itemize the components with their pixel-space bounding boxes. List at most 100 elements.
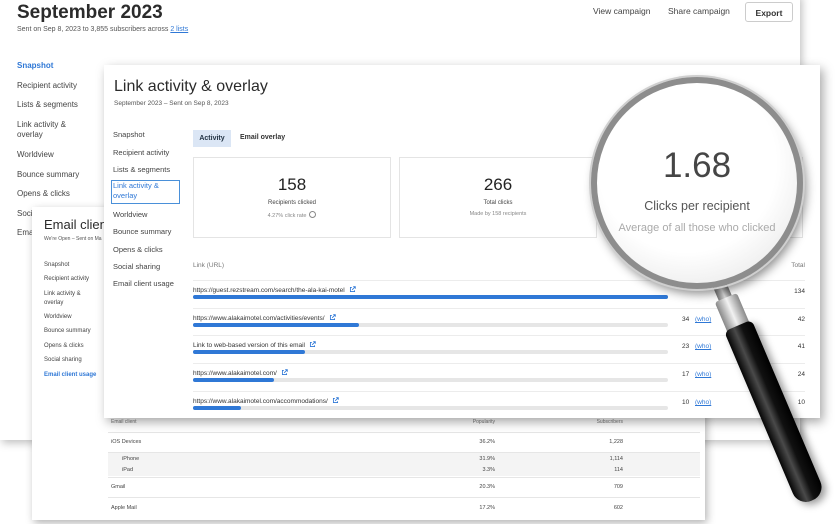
- nav-item[interactable]: Opens & clicks: [17, 189, 70, 198]
- total-clicks: 41: [797, 343, 805, 350]
- nav-item[interactable]: Worldview: [17, 150, 54, 159]
- action-link[interactable]: View campaign: [593, 6, 651, 16]
- bar-fill: [193, 378, 274, 382]
- link-url[interactable]: https://guest.rezstream.com/search/the-a…: [193, 286, 356, 294]
- nav-item[interactable]: Recipient activity: [44, 276, 90, 282]
- stat-value: 1.68: [662, 146, 732, 185]
- bar-track: [193, 350, 668, 354]
- nav-item[interactable]: Opens & clicks: [113, 245, 163, 254]
- bar-fill: [193, 295, 668, 299]
- table-cell: Apple Mail: [111, 505, 137, 511]
- table-cell: 709: [613, 484, 623, 490]
- row-separator: [108, 452, 700, 453]
- stat-value: 266: [483, 175, 513, 194]
- table-cell: 1,228: [609, 439, 623, 445]
- tab-active[interactable]: Activity: [193, 130, 231, 147]
- external-link-icon: [309, 341, 316, 348]
- external-link-icon: [349, 286, 356, 293]
- nav-item[interactable]: Recipient activity: [113, 148, 170, 157]
- nav-item[interactable]: Social sharing: [113, 262, 161, 271]
- unique-clicks: 10: [682, 399, 690, 406]
- who-link[interactable]: (who): [695, 343, 712, 350]
- nav-item[interactable]: Email client usage: [44, 372, 97, 378]
- stat-card: [399, 157, 597, 238]
- bar-track: [193, 295, 668, 299]
- nav-item[interactable]: Recipient activity: [17, 80, 78, 90]
- table-cell: iOS Devices: [111, 439, 142, 445]
- table-cell: iPhone: [122, 456, 140, 462]
- who-link[interactable]: (who): [695, 371, 712, 378]
- row-separator: [108, 432, 700, 433]
- nav-item[interactable]: Link activity & overlay: [113, 181, 159, 200]
- total-clicks: 134: [794, 288, 805, 295]
- who-link[interactable]: (who): [695, 399, 712, 406]
- external-link-icon: [332, 397, 339, 404]
- link-url[interactable]: https://www.alakaimotel.com/activities/e…: [193, 314, 336, 322]
- nav-item[interactable]: Email client usage: [113, 279, 174, 288]
- nav-item[interactable]: Link activity & overlay: [17, 119, 66, 139]
- nav-item[interactable]: Lists & segments: [17, 100, 78, 109]
- nav-item[interactable]: Worldview: [44, 314, 72, 320]
- total-clicks: 10: [797, 399, 805, 406]
- row-separator: [193, 363, 805, 364]
- nav-item[interactable]: Snapshot: [44, 262, 70, 268]
- row-separator: [193, 280, 805, 281]
- stat-value: 158: [277, 175, 307, 194]
- nav-item[interactable]: Snapshot: [17, 61, 54, 70]
- nav-item[interactable]: Bounce summary: [113, 227, 172, 236]
- total-clicks: 24: [797, 371, 805, 378]
- link-url[interactable]: https://www.alakaimotel.com/: [193, 369, 288, 377]
- bar-fill: [193, 406, 241, 410]
- table-cell: 36.2%: [479, 439, 495, 445]
- bar-track: [193, 378, 668, 382]
- stat-note: 4.27% click rate: [193, 211, 391, 219]
- subtitle-text: Sent on Sep 8, 2023 to 3,855 subscribers…: [17, 26, 171, 33]
- external-link-icon: [329, 314, 336, 321]
- row-separator: [193, 391, 805, 392]
- subtitle: September 2023 – Sent on Sep 8, 2023: [114, 100, 229, 107]
- table-header: Email client: [111, 419, 137, 425]
- nav-item[interactable]: Snapshot: [113, 130, 145, 139]
- bar-track: [193, 323, 668, 327]
- page-title: Link activity & overlay: [114, 78, 268, 95]
- row-separator: [193, 308, 805, 309]
- nav-item[interactable]: Link activity & overlay: [44, 291, 81, 306]
- info-icon[interactable]: [309, 211, 317, 218]
- unique-clicks: 34: [682, 316, 690, 323]
- nav-item[interactable]: Bounce summary: [17, 169, 80, 179]
- total-clicks: 42: [797, 316, 805, 323]
- table-cell: 20.3%: [479, 484, 495, 490]
- nav-active-box: [111, 180, 180, 204]
- action-link[interactable]: Share campaign: [668, 6, 730, 16]
- row-separator: [108, 497, 700, 498]
- nav-item[interactable]: Opens & clicks: [44, 343, 84, 349]
- table-cell: 114: [614, 467, 623, 473]
- external-link-icon: [281, 369, 288, 376]
- lists-link[interactable]: 2 lists: [170, 26, 189, 33]
- tab[interactable]: Email overlay: [240, 134, 286, 141]
- nav-item[interactable]: Lists & segments: [113, 165, 171, 174]
- table-cell: 3.3%: [482, 467, 495, 473]
- row-separator: [193, 335, 805, 336]
- bar-track: [193, 406, 668, 410]
- subtitle: Sent on Sep 8, 2023 to 3,855 subscribers…: [17, 26, 188, 33]
- link-url[interactable]: Link to web-based version of this email: [193, 341, 316, 349]
- table-cell: 17.2%: [479, 505, 495, 511]
- row-separator: [108, 477, 700, 478]
- nav-item[interactable]: Worldview: [113, 210, 148, 219]
- stat-card: [193, 157, 391, 238]
- link-url[interactable]: https://www.alakaimotel.com/accommodatio…: [193, 397, 339, 405]
- stat-label: Recipients clicked: [267, 200, 317, 206]
- unique-clicks: 17: [682, 371, 690, 378]
- nav-item[interactable]: Social sharing: [44, 357, 82, 363]
- stat-label: Clicks per recipient: [644, 199, 750, 213]
- table-cell: 1,114: [609, 456, 623, 462]
- table-header: Popularity: [472, 419, 495, 425]
- export-button[interactable]: Export: [745, 2, 793, 22]
- nav-item[interactable]: Bounce summary: [44, 328, 91, 334]
- bar-fill: [193, 323, 360, 327]
- who-link[interactable]: (who): [695, 316, 712, 323]
- table-header: Total: [791, 262, 805, 269]
- row-band: [108, 453, 700, 476]
